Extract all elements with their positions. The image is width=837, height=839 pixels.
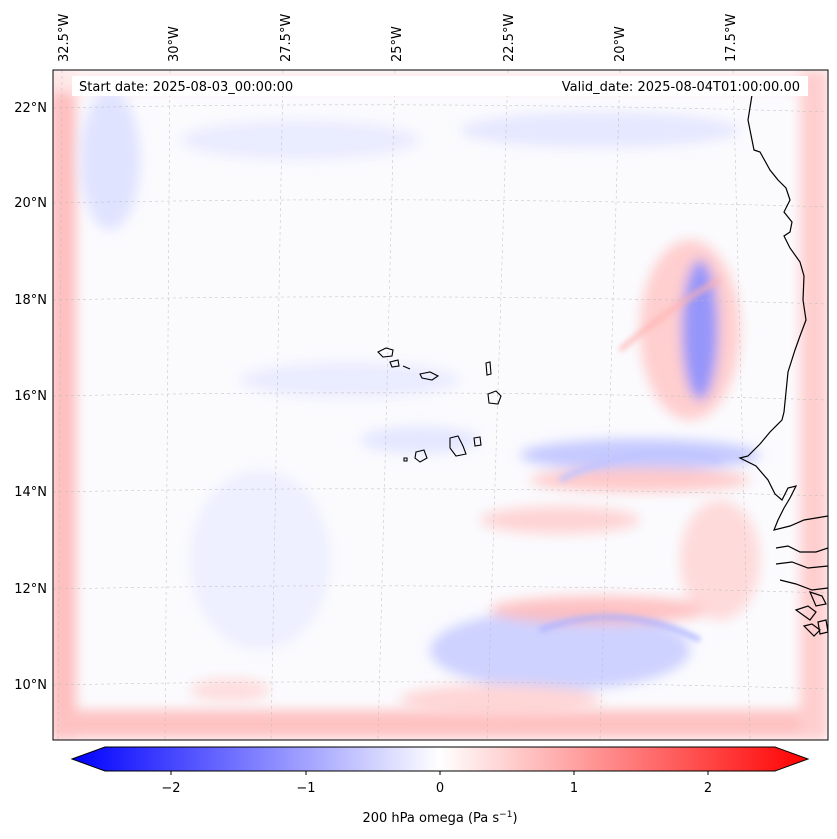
colorbar: −2 −1 0 1 2 200 hPa omega (Pa s−1) — [70, 746, 810, 826]
lat-label-18n: 18°N — [14, 293, 47, 308]
colorbar-tick-1: 1 — [570, 781, 578, 796]
lat-label-12n: 12°N — [14, 582, 47, 597]
colorbar-tick-2: 2 — [704, 781, 712, 796]
lat-label-10n: 10°N — [14, 678, 47, 693]
colorbar-tick-neg1: −1 — [296, 781, 315, 796]
lon-label-32-5w: 32.5°W — [57, 14, 72, 62]
omega-field — [53, 70, 828, 740]
colorbar-tick-0: 0 — [436, 781, 444, 796]
cape-verde-islands — [377, 347, 502, 463]
lon-label-27-5w: 27.5°W — [279, 14, 294, 62]
longitude-labels: 32.5°W 30°W 27.5°W 25°W 22.5°W 20°W 17.5… — [57, 14, 739, 62]
lat-label-22n: 22°N — [14, 101, 47, 116]
valid-date-label: Valid_date: 2025-08-04T01:00:00.00 — [562, 80, 800, 95]
graticule — [53, 70, 828, 740]
lon-label-25w: 25°W — [390, 26, 405, 62]
start-date-label: Start date: 2025-08-03_00:00:00 — [79, 80, 293, 95]
african-coastline — [738, 94, 828, 637]
colorbar-ticks — [170, 771, 709, 775]
lon-label-17-5w: 17.5°W — [724, 14, 739, 62]
colorbar-label: 200 hPa omega (Pa s−1) — [362, 810, 517, 826]
lon-label-22-5w: 22.5°W — [502, 14, 517, 62]
lat-label-14n: 14°N — [14, 485, 47, 500]
colorbar-tick-neg2: −2 — [161, 781, 180, 796]
lat-label-20n: 20°N — [14, 196, 47, 211]
lat-label-16n: 16°N — [14, 389, 47, 404]
map-frame — [52, 69, 829, 741]
latitude-labels: 22°N 20°N 18°N 16°N 14°N 12°N 10°N — [14, 101, 47, 693]
omega-fine-features — [539, 277, 722, 643]
annotation-strip — [72, 76, 808, 96]
lon-label-20w: 20°W — [613, 26, 628, 62]
lon-label-30w: 30°W — [167, 26, 182, 62]
colorbar-bar — [70, 746, 810, 772]
